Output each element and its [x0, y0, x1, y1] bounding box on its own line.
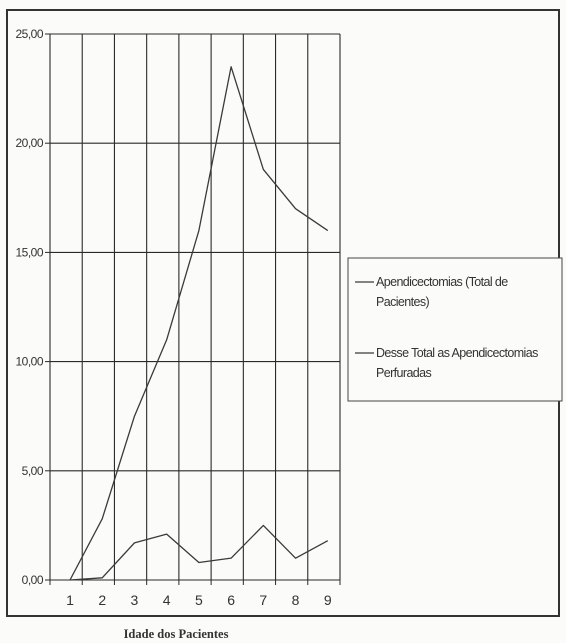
x-tick-label: 1 — [66, 592, 74, 608]
y-tick-label: 25,00 — [15, 27, 43, 41]
legend-label: Pacientes) — [376, 295, 429, 309]
legend-box — [347, 257, 563, 402]
y-tick-label: 20,00 — [15, 136, 43, 150]
x-tick-label: 7 — [259, 592, 267, 608]
x-tick-label: 6 — [227, 592, 235, 608]
legend-label: Desse Total as Apendicectomias — [376, 346, 538, 360]
grid — [45, 33, 341, 585]
legend: Apendicectomias (Total de Pacientes) Desse… — [347, 257, 563, 402]
x-tick-label: 8 — [292, 592, 300, 608]
series-line-1 — [69, 66, 329, 581]
x-tick-label: 2 — [98, 592, 106, 608]
x-axis-label: Idade dos Pacientes — [124, 627, 229, 641]
x-axis-ticks: 1 2 3 4 5 6 7 8 9 — [66, 592, 332, 608]
y-tick-label: 0,00 — [22, 573, 44, 587]
x-tick-label: 4 — [163, 592, 171, 608]
x-tick-label: 9 — [324, 592, 332, 608]
x-tick-label: 5 — [195, 592, 203, 608]
y-tick-label: 15,00 — [15, 245, 43, 259]
y-tick-label: 10,00 — [15, 355, 43, 369]
legend-label: Perfuradas — [376, 366, 431, 380]
series-lines — [69, 66, 329, 581]
series-line-2 — [69, 524, 329, 581]
x-tick-label: 3 — [131, 592, 139, 608]
y-tick-label: 5,00 — [22, 464, 44, 478]
y-axis-ticks: 0,00 5,00 10,00 15,00 20,00 25,00 — [15, 27, 44, 587]
legend-label: Apendicectomias (Total de — [376, 275, 508, 289]
